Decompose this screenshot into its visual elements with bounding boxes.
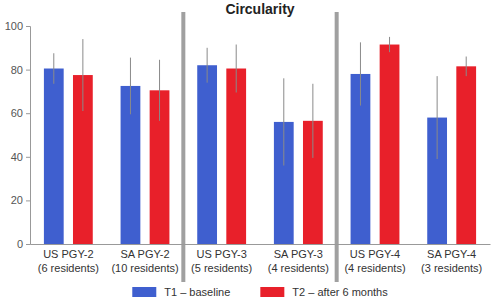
group-separator bbox=[181, 12, 185, 282]
plot: 0 20 40 60 80 100 US PGY-2(6 residents) SA PGY-… bbox=[5, 12, 491, 282]
tick-mark bbox=[26, 26, 30, 27]
x-axis: US PGY-2(6 residents) SA PGY-2(10 residen… bbox=[31, 244, 491, 274]
tick: US PGY-2(6 residents) bbox=[38, 244, 99, 274]
bar bbox=[197, 65, 217, 244]
error-bar bbox=[360, 42, 361, 105]
tick: 0 bbox=[17, 238, 30, 250]
error-bar bbox=[130, 58, 131, 115]
tick-mark bbox=[26, 244, 30, 245]
tick-label: US PGY-2(6 residents) bbox=[38, 248, 99, 274]
group-separator bbox=[335, 12, 339, 282]
tick-label: 20 bbox=[11, 194, 23, 206]
legend-item: T2 – after 6 months bbox=[260, 286, 388, 298]
tick-mark bbox=[26, 70, 30, 71]
error-bar bbox=[236, 45, 237, 93]
title: Circularity bbox=[225, 1, 294, 17]
bar bbox=[456, 66, 476, 244]
tick: SA PGY-2(10 residents) bbox=[111, 244, 178, 274]
tick-label: SA PGY-2(10 residents) bbox=[111, 248, 178, 274]
tick: SA PGY-3(4 residents) bbox=[268, 244, 329, 274]
tick: US PGY-4(4 residents) bbox=[344, 244, 405, 274]
error-bar bbox=[82, 39, 83, 111]
error-bar bbox=[466, 57, 467, 77]
tick-label: US PGY-3(5 residents) bbox=[191, 248, 252, 274]
tick-mark bbox=[26, 157, 30, 158]
tick: 60 bbox=[11, 107, 30, 119]
error-bar bbox=[159, 60, 160, 121]
series bbox=[44, 42, 447, 244]
error-bar bbox=[53, 53, 54, 84]
tick: 100 bbox=[5, 20, 30, 32]
tick-label: SA PGY-3(4 residents) bbox=[268, 248, 329, 274]
tick: 80 bbox=[11, 64, 30, 76]
tick-label: 100 bbox=[5, 20, 23, 32]
y-axis: 0 20 40 60 80 100 bbox=[5, 20, 31, 250]
tick-label: 80 bbox=[11, 64, 23, 76]
chart: Circularity 0 20 40 60 80 100 US PGY-2(6 reside… bbox=[0, 0, 500, 302]
legend-item: T1 – baseline bbox=[132, 286, 230, 298]
tick-mark bbox=[26, 200, 30, 201]
bar bbox=[44, 69, 64, 244]
axis-line bbox=[31, 244, 491, 245]
error-bar bbox=[207, 48, 208, 83]
tick: US PGY-3(5 residents) bbox=[191, 244, 252, 274]
bar bbox=[226, 69, 246, 244]
legend-label: T2 – after 6 months bbox=[292, 286, 388, 298]
tick-label: US PGY-4(4 residents) bbox=[344, 248, 405, 274]
legend-swatch bbox=[132, 287, 156, 297]
tick-label: 0 bbox=[17, 238, 23, 250]
marks bbox=[44, 37, 476, 244]
tick-label: 40 bbox=[11, 151, 23, 163]
legend-label: T1 – baseline bbox=[164, 286, 230, 298]
tick-label: SA PGY-4(3 residents) bbox=[421, 248, 482, 274]
series bbox=[73, 37, 476, 244]
error-bar bbox=[437, 76, 438, 159]
legend-swatch bbox=[260, 287, 284, 297]
error-bar bbox=[283, 78, 284, 165]
error-bar bbox=[312, 84, 313, 158]
tick: 40 bbox=[11, 151, 30, 163]
tick: 20 bbox=[11, 194, 30, 206]
bar bbox=[380, 45, 400, 244]
legend: T1 – baseline T2 – after 6 months bbox=[132, 286, 388, 298]
error-bar bbox=[389, 37, 390, 52]
tick-label: 60 bbox=[11, 107, 23, 119]
tick-mark bbox=[26, 113, 30, 114]
axis-line bbox=[26, 27, 31, 245]
tick: SA PGY-4(3 residents) bbox=[421, 244, 482, 274]
